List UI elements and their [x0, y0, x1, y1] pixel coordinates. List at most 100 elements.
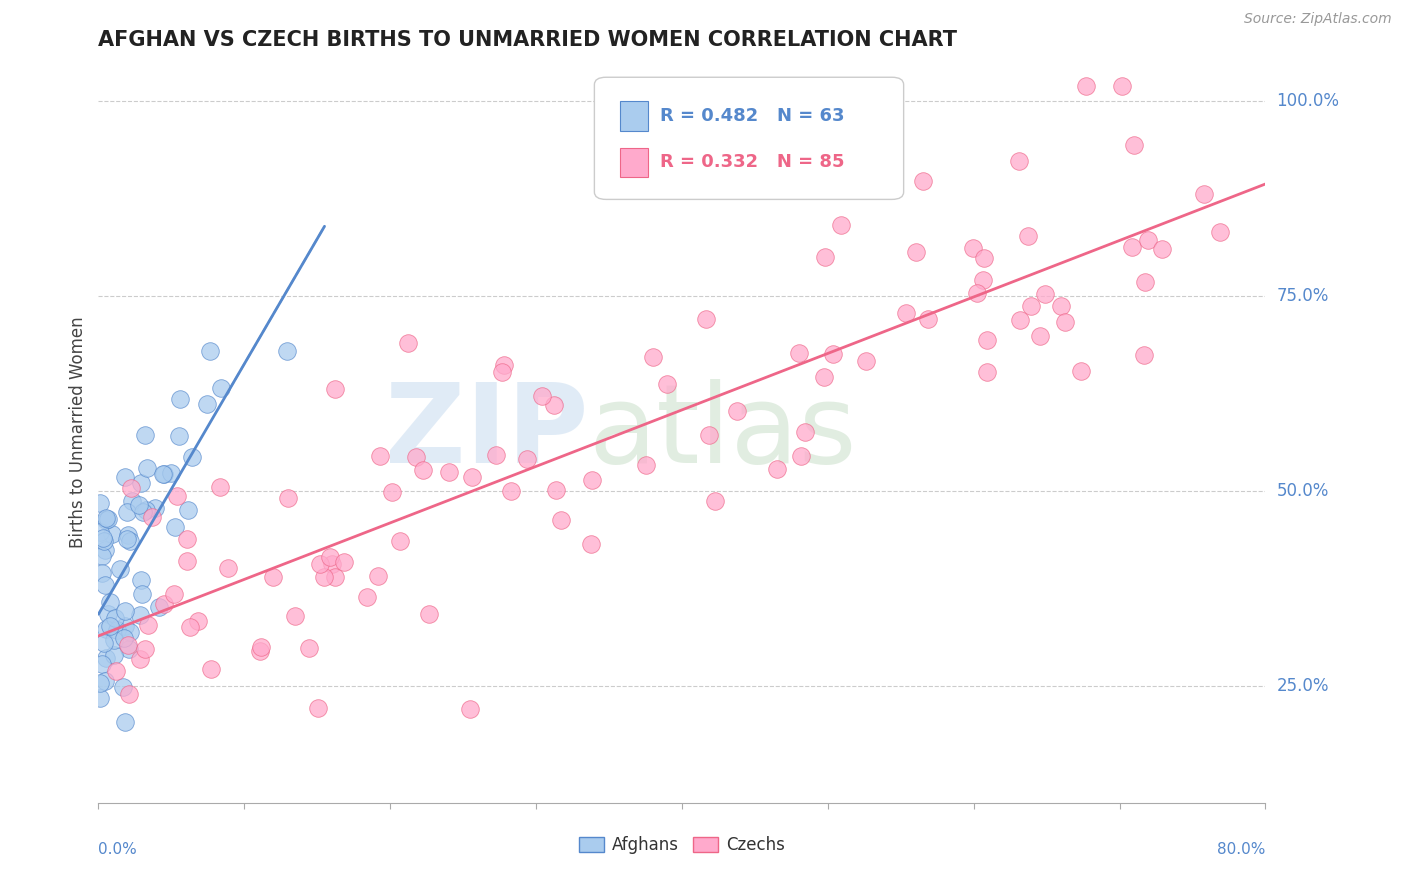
- Point: [217, 560, 239, 574]
- Point: [176, 503, 198, 517]
- Point: [277, 491, 299, 505]
- Point: [323, 570, 346, 584]
- Point: [148, 600, 170, 615]
- Point: [94, 578, 117, 592]
- Point: [112, 632, 135, 646]
- Point: [1209, 225, 1232, 239]
- Point: [131, 586, 153, 600]
- Point: [1008, 313, 1031, 327]
- Point: [813, 370, 835, 384]
- Point: [176, 532, 198, 546]
- Point: [793, 425, 815, 439]
- Point: [830, 218, 852, 232]
- Point: [152, 467, 174, 482]
- Point: [1074, 78, 1097, 93]
- Y-axis label: Births to Unmarried Women: Births to Unmarried Women: [69, 317, 87, 549]
- Point: [117, 528, 139, 542]
- Text: 50.0%: 50.0%: [1277, 482, 1329, 500]
- Point: [89, 691, 111, 706]
- Point: [129, 476, 152, 491]
- Point: [89, 496, 111, 510]
- Point: [114, 469, 136, 483]
- Point: [105, 665, 128, 679]
- Point: [117, 638, 139, 652]
- Point: [136, 617, 159, 632]
- Point: [1050, 299, 1073, 313]
- Point: [499, 484, 522, 499]
- FancyBboxPatch shape: [620, 101, 648, 130]
- Point: [91, 566, 114, 580]
- Point: [789, 346, 811, 360]
- Point: [405, 450, 427, 465]
- Legend: Afghans, Czechs: Afghans, Czechs: [572, 830, 792, 861]
- Point: [195, 397, 218, 411]
- Point: [141, 510, 163, 524]
- Point: [1029, 329, 1052, 343]
- Point: [855, 353, 877, 368]
- Point: [208, 480, 231, 494]
- Point: [485, 448, 508, 462]
- Point: [437, 466, 460, 480]
- Point: [262, 570, 284, 584]
- Point: [115, 505, 138, 519]
- Text: ZIP: ZIP: [385, 379, 589, 486]
- Text: R = 0.482   N = 63: R = 0.482 N = 63: [659, 107, 844, 125]
- Point: [128, 498, 150, 512]
- Text: R = 0.332   N = 85: R = 0.332 N = 85: [659, 153, 844, 171]
- Point: [105, 623, 128, 637]
- Point: [89, 525, 111, 540]
- Point: [115, 532, 138, 546]
- Point: [276, 343, 298, 358]
- Point: [129, 573, 152, 587]
- Point: [180, 450, 202, 465]
- Point: [972, 273, 994, 287]
- Point: [103, 648, 125, 662]
- Text: Source: ZipAtlas.com: Source: ZipAtlas.com: [1244, 12, 1392, 26]
- Point: [1070, 364, 1092, 378]
- Point: [90, 549, 112, 563]
- Point: [118, 687, 141, 701]
- Point: [1017, 228, 1039, 243]
- Point: [250, 640, 273, 654]
- Point: [249, 644, 271, 658]
- Point: [321, 557, 343, 571]
- Point: [823, 346, 845, 360]
- Point: [120, 481, 142, 495]
- Point: [814, 250, 837, 264]
- Point: [166, 489, 188, 503]
- Point: [530, 389, 553, 403]
- Point: [135, 503, 157, 517]
- Point: [94, 543, 117, 558]
- Point: [973, 251, 995, 265]
- Point: [167, 429, 190, 443]
- Point: [307, 701, 329, 715]
- Point: [332, 555, 354, 569]
- Point: [418, 607, 440, 622]
- Text: AFGHAN VS CZECH BIRTHS TO UNMARRIED WOMEN CORRELATION CHART: AFGHAN VS CZECH BIRTHS TO UNMARRIED WOME…: [98, 29, 957, 50]
- Point: [976, 365, 998, 379]
- Point: [581, 474, 603, 488]
- Point: [91, 531, 114, 545]
- Point: [134, 428, 156, 442]
- Text: 0.0%: 0.0%: [98, 842, 138, 856]
- Point: [550, 512, 572, 526]
- Point: [381, 485, 404, 500]
- Point: [1123, 138, 1146, 153]
- Point: [912, 174, 935, 188]
- Point: [368, 449, 391, 463]
- Point: [1019, 300, 1042, 314]
- Point: [284, 609, 307, 624]
- Point: [134, 642, 156, 657]
- Point: [163, 587, 186, 601]
- Point: [367, 568, 389, 582]
- Point: [163, 520, 186, 534]
- Text: 80.0%: 80.0%: [1218, 842, 1265, 856]
- Point: [179, 620, 201, 634]
- Point: [491, 365, 513, 379]
- Point: [314, 570, 336, 584]
- Point: [103, 632, 125, 647]
- Point: [657, 376, 679, 391]
- Point: [396, 336, 419, 351]
- Point: [121, 494, 143, 508]
- Point: [1150, 242, 1173, 256]
